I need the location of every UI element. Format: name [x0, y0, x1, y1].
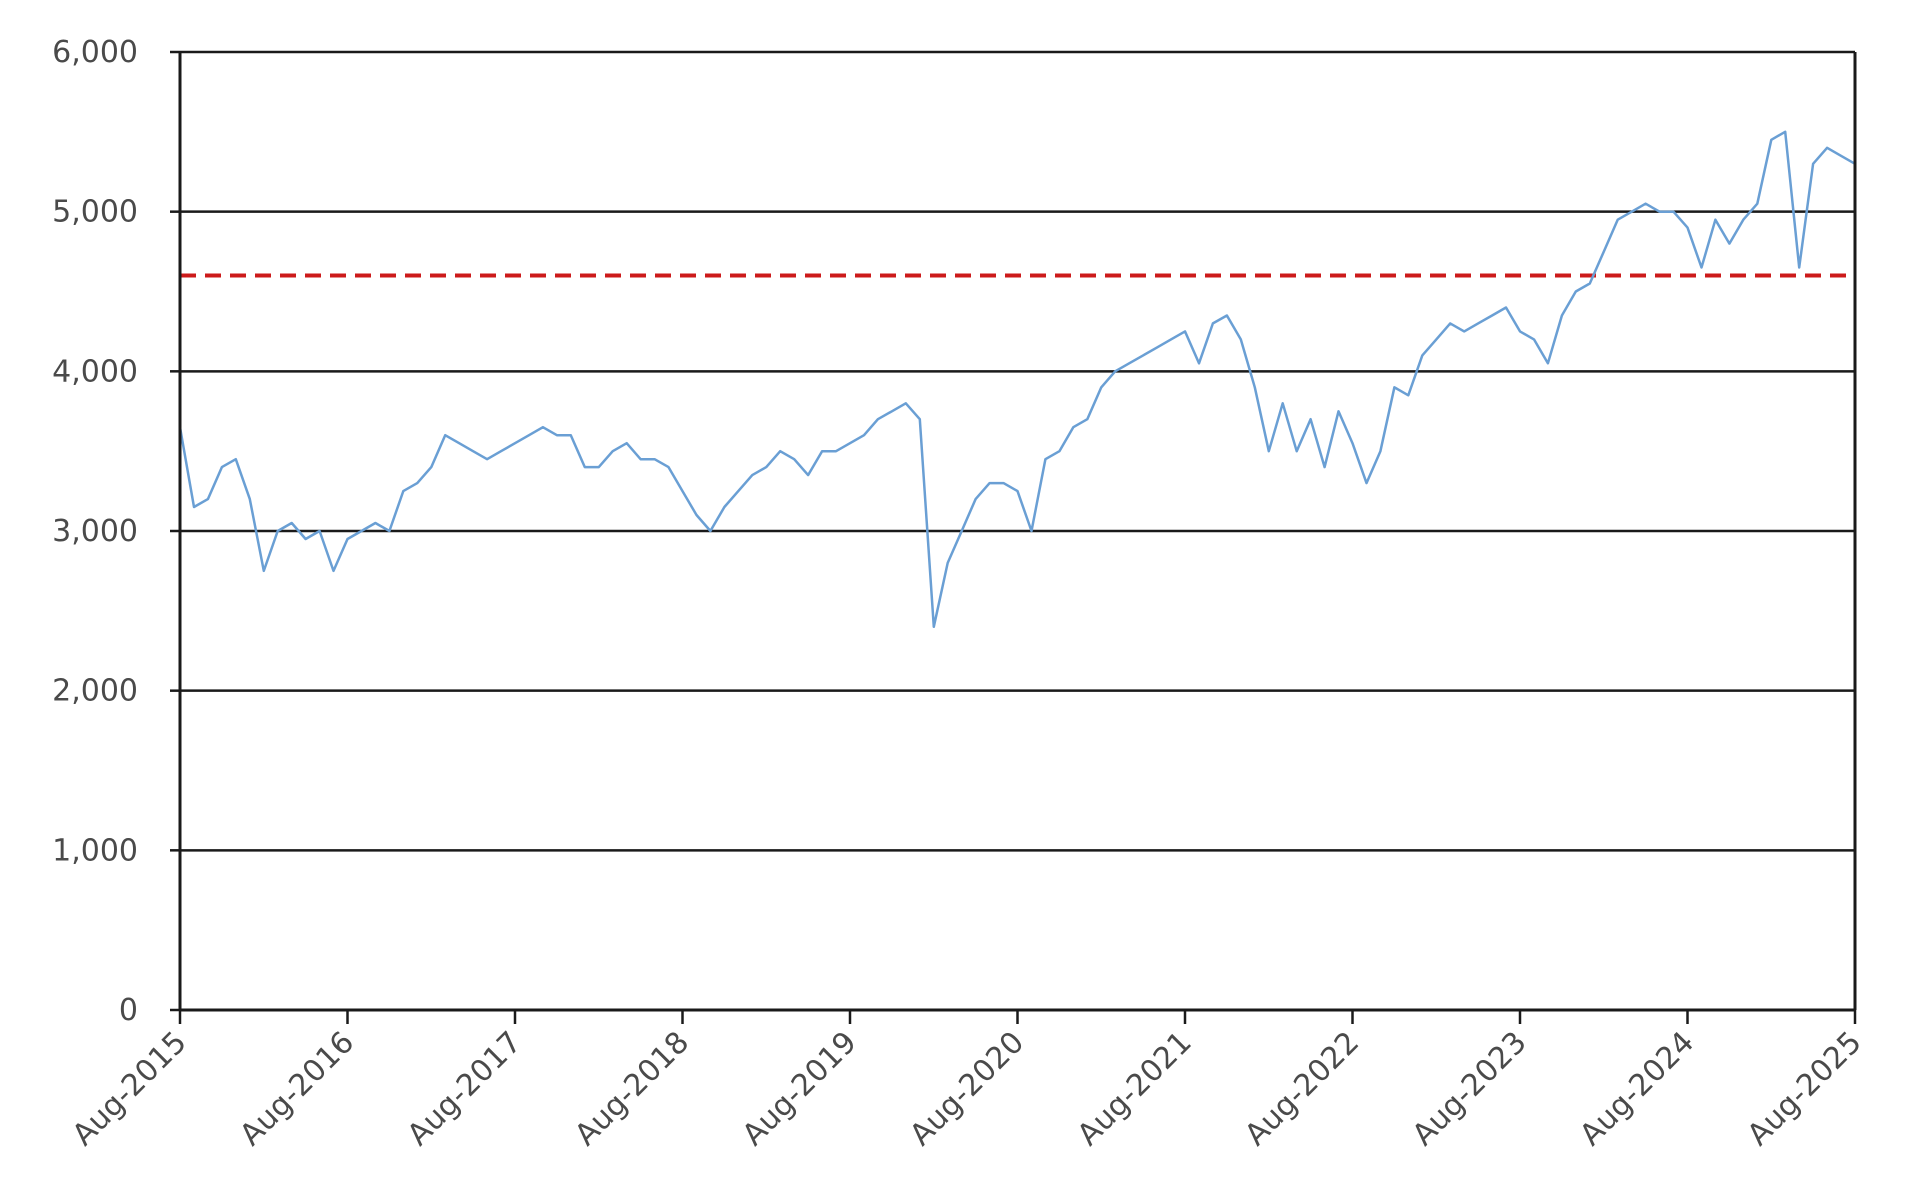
- axis-layer: [170, 50, 1857, 1024]
- y-tick-label: 3,000: [52, 514, 138, 549]
- x-tick-label: Aug-2021: [1071, 1025, 1199, 1153]
- x-tick-label: Aug-2015: [66, 1025, 194, 1153]
- x-tick-label: Aug-2023: [1406, 1025, 1534, 1153]
- y-tick-label: 4,000: [52, 354, 138, 389]
- x-tick-label: Aug-2024: [1573, 1025, 1701, 1153]
- y-tick-label: 0: [119, 993, 138, 1028]
- tick-label-layer: 0 1,000 2,000 3,000 4,000 5,000 6,000 Aug-2015 A…: [52, 35, 1869, 1153]
- y-tick-label: 6,000: [52, 35, 138, 70]
- x-tick-label: Aug-2020: [903, 1025, 1031, 1153]
- y-tick-label: 1,000: [52, 833, 138, 868]
- y-tick-label: 5,000: [52, 195, 138, 230]
- x-tick-label: Aug-2025: [1741, 1025, 1869, 1153]
- grid-layer: [180, 50, 1855, 852]
- x-tick-label: Aug-2018: [568, 1025, 696, 1153]
- y-tick-label: 2,000: [52, 674, 138, 709]
- x-tick-label: Aug-2017: [401, 1025, 529, 1153]
- x-tick-label: Aug-2016: [233, 1025, 361, 1153]
- series-layer: [178, 130, 1856, 629]
- x-tick-label: Aug-2019: [736, 1025, 864, 1153]
- series-line: [178, 130, 1856, 629]
- x-tick-label: Aug-2022: [1238, 1025, 1366, 1153]
